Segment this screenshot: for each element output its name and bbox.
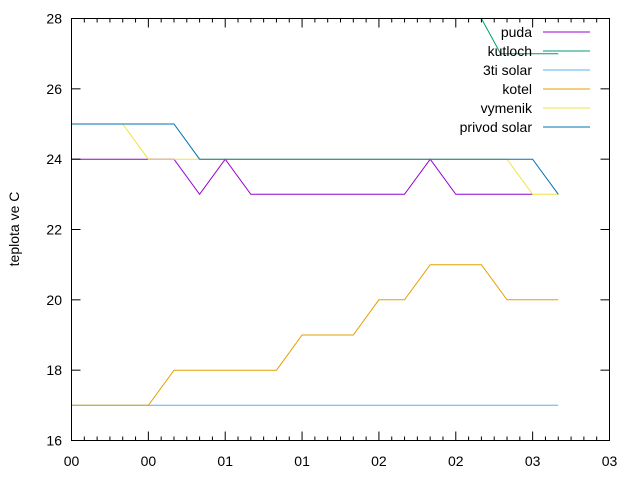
y-axis-label: teplota ve C	[6, 192, 22, 267]
legend-label: kotel	[502, 81, 532, 97]
series-line-6	[71, 123, 559, 195]
y-tick-label: 22	[46, 222, 62, 238]
y-tick-label: 18	[46, 362, 62, 378]
y-tick-label: 16	[46, 433, 62, 449]
legend: puda kutloch 3ti solar kotel vymenik privod s…	[460, 24, 590, 135]
series-line-2	[480, 18, 559, 55]
x-tick-label: 01	[217, 453, 233, 469]
y-tick-label: 24	[46, 151, 62, 167]
legend-label: puda	[501, 24, 532, 40]
y-tick-label: 28	[46, 11, 62, 27]
x-tick-label: 01	[294, 453, 310, 469]
series-line-1	[71, 158, 533, 196]
x-tick-label: 00	[64, 453, 80, 469]
x-tick-label: 00	[141, 453, 157, 469]
legend-label: kutloch	[488, 43, 532, 59]
x-tick-label: 03	[602, 453, 618, 469]
legend-label: vymenik	[481, 100, 533, 116]
y-tick-label: 20	[46, 292, 62, 308]
x-tick-label: 03	[525, 453, 541, 469]
x-tick-label: 02	[371, 453, 387, 469]
legend-label: 3ti solar	[483, 62, 532, 78]
axis-tick-labels: 00 00 01 01 02 02 03 03 16 18 20 22 24 26 28	[46, 11, 617, 470]
axis-ticks	[71, 18, 610, 441]
series-line-4	[71, 264, 559, 406]
legend-label: privod solar	[460, 119, 533, 135]
x-tick-label: 02	[448, 453, 464, 469]
y-tick-label: 26	[46, 81, 62, 97]
series-lines	[71, 18, 559, 406]
